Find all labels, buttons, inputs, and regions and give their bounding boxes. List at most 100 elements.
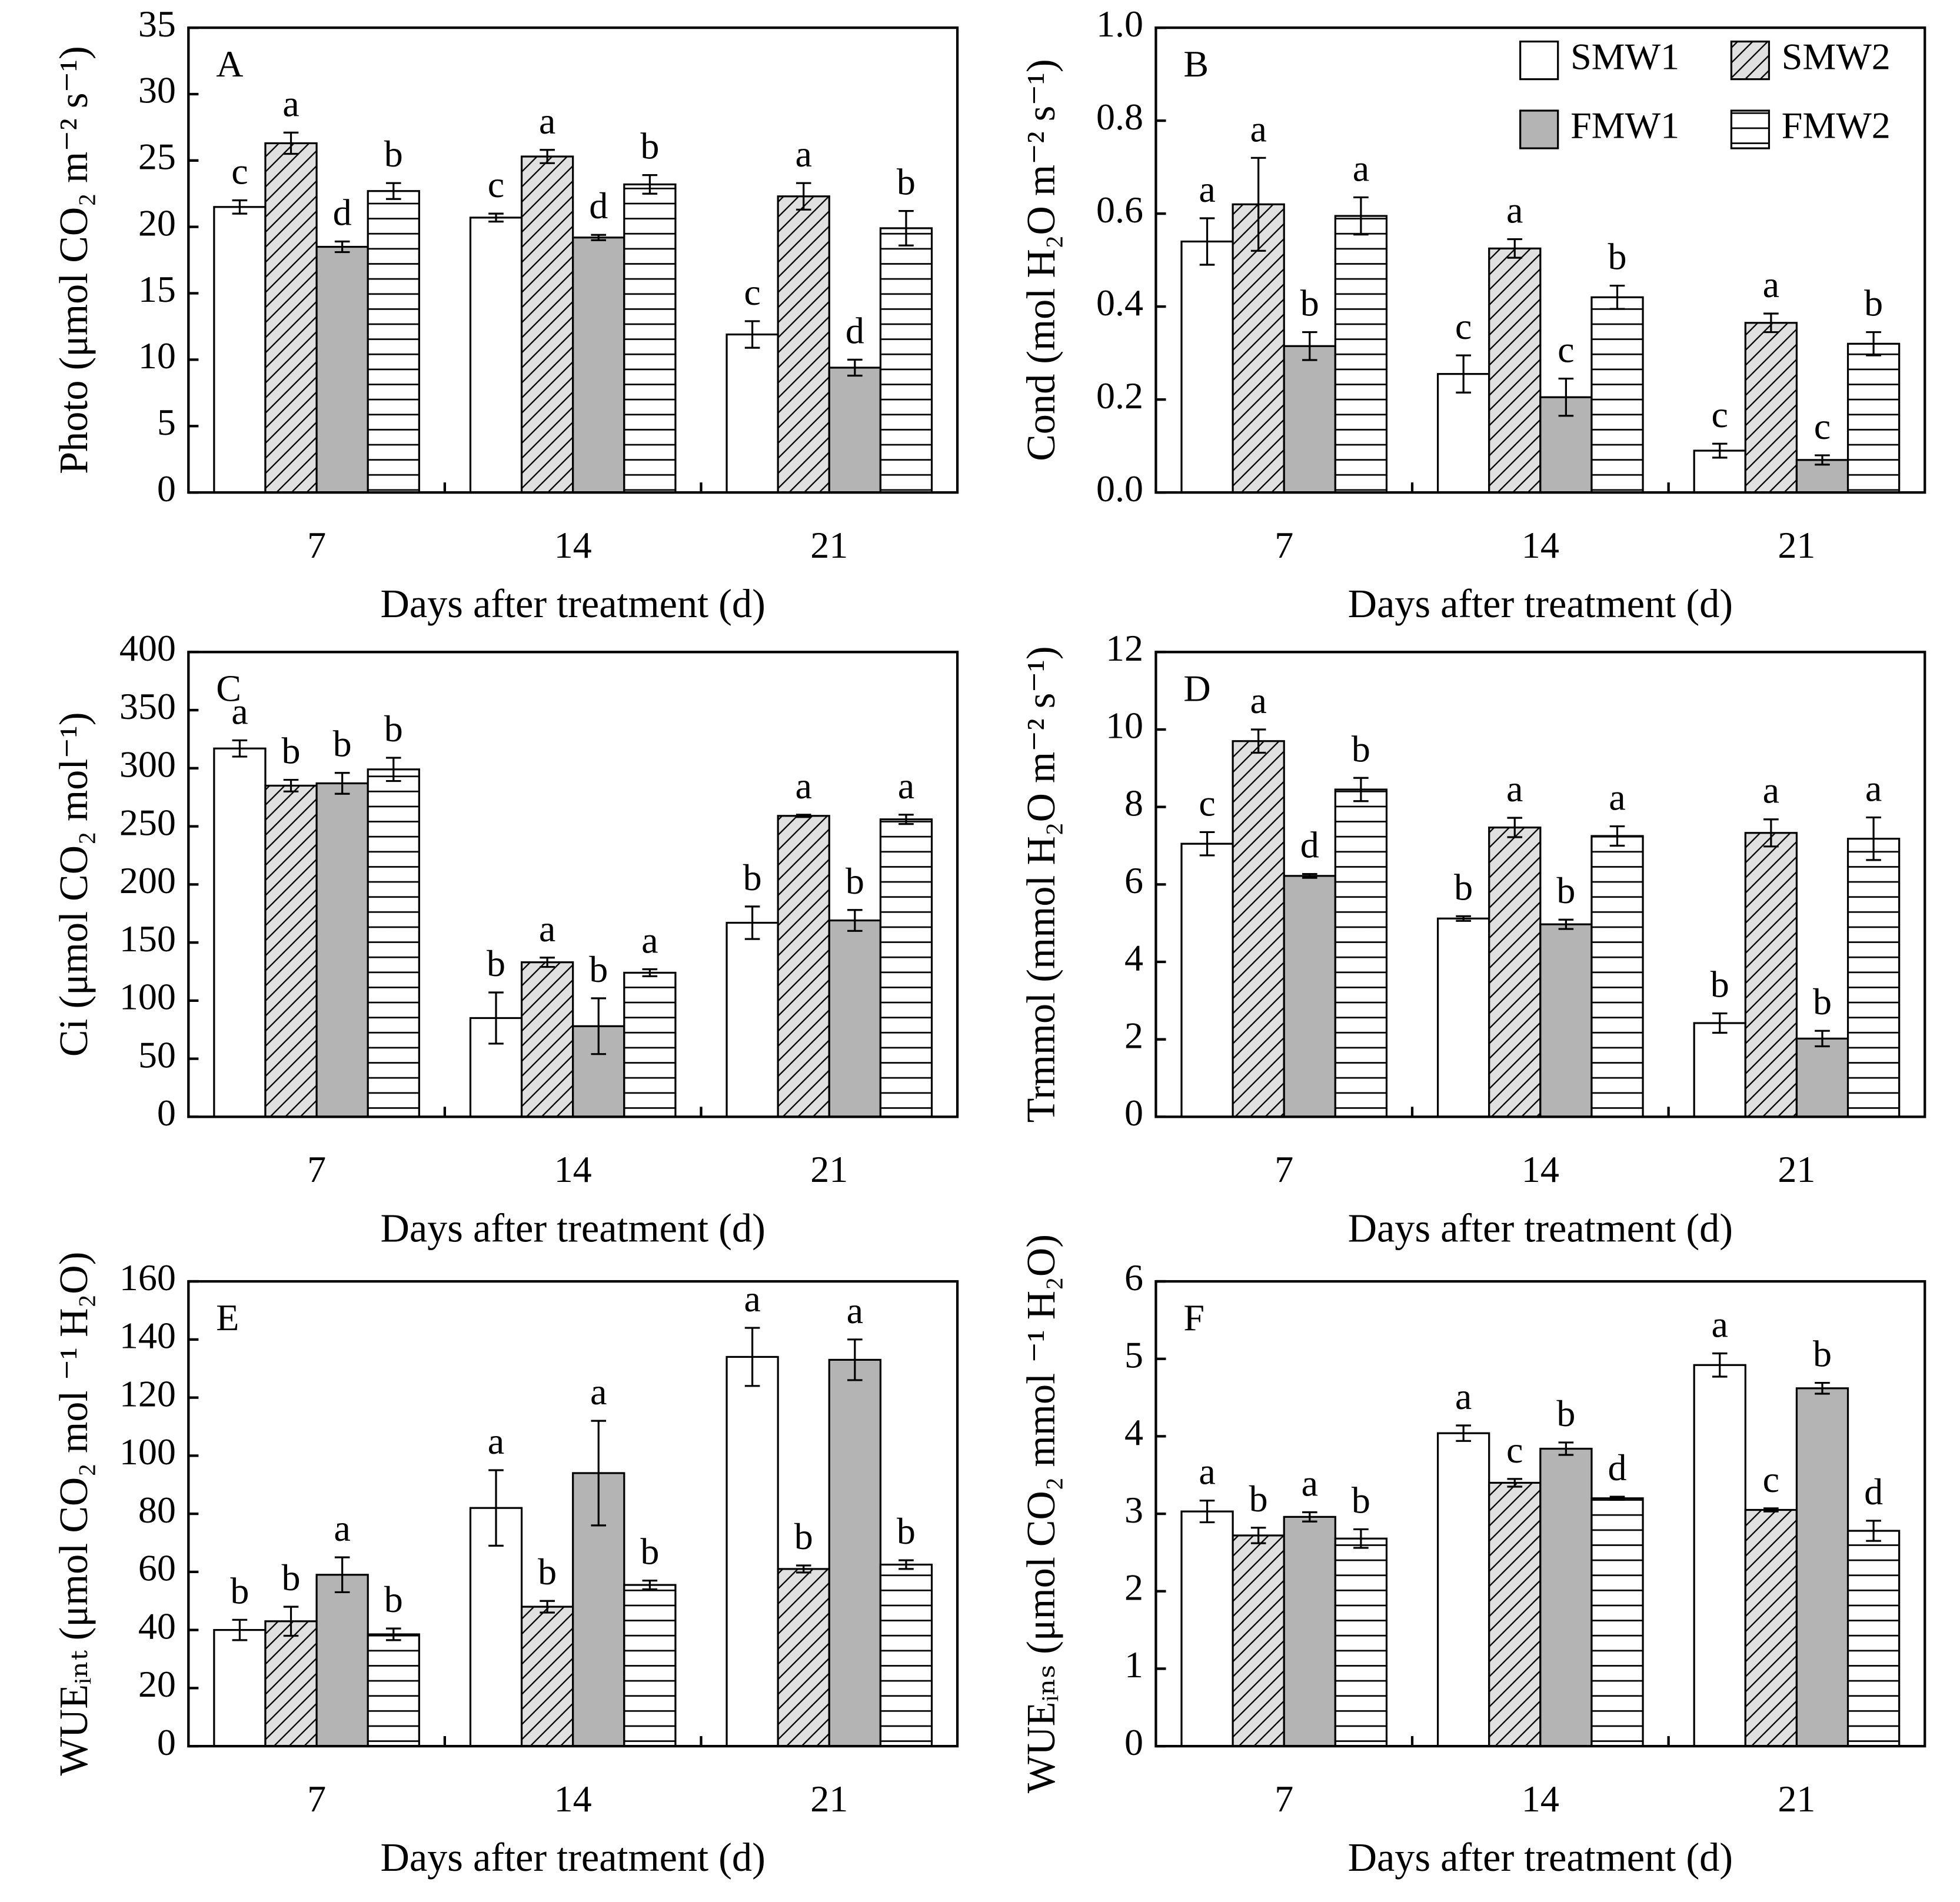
significance-label: b (230, 1570, 249, 1611)
significance-label: a (539, 100, 555, 142)
error-bar (1353, 1528, 1369, 1549)
significance-label: c (744, 271, 760, 313)
plot-frame (187, 651, 959, 1118)
x-tick-label: 7 (307, 1148, 326, 1190)
significance-label: c (1814, 405, 1831, 447)
error-bar (1866, 816, 1881, 861)
bar (469, 216, 523, 494)
bar (1180, 1510, 1234, 1747)
error-bar (385, 1627, 401, 1641)
bar (1334, 215, 1388, 494)
y-tick-label: 3 (1124, 1489, 1143, 1531)
y-tick-label: 10 (138, 335, 176, 377)
y-tick-label: 80 (138, 1489, 176, 1531)
y-tick-label: 140 (119, 1315, 176, 1357)
significance-label: b (384, 708, 403, 750)
error-bar (847, 909, 863, 932)
x-tick-label: 14 (554, 524, 592, 566)
significance-label: c (1763, 1458, 1779, 1500)
significance-label: b (1864, 282, 1883, 324)
y-tick-label: 30 (138, 69, 176, 111)
y-tick-label: 0 (157, 468, 176, 509)
bar (879, 818, 933, 1118)
bar (623, 971, 677, 1118)
significance-label: c (1455, 305, 1472, 347)
y-tick-label: 6 (1124, 1257, 1143, 1298)
significance-label: a (1609, 777, 1625, 818)
bar (1488, 826, 1542, 1118)
legend-swatch (1519, 109, 1559, 149)
error-bar (744, 1327, 760, 1387)
significance-label: a (1865, 767, 1882, 809)
significance-label: b (1813, 981, 1832, 1022)
legend-swatch (1730, 40, 1771, 81)
error-bar (283, 1605, 299, 1637)
y-tick-label: 0 (1124, 1092, 1143, 1134)
error-bar (591, 234, 607, 241)
error-bar (1199, 831, 1215, 857)
error-bar (488, 991, 504, 1045)
significance-label: b (1249, 1478, 1268, 1520)
bar (1436, 917, 1490, 1118)
legend-label: FMW2 (1782, 105, 1891, 146)
y-tick-label: 20 (138, 1663, 176, 1705)
y-tick-label: 0.8 (1096, 96, 1143, 138)
error-bar (744, 320, 760, 349)
significance-label: c (1558, 329, 1574, 371)
x-axis-title: Days after treatment (d) (381, 1205, 766, 1250)
error-bar (540, 957, 555, 968)
significance-label: a (744, 1278, 760, 1320)
significance-label: d (333, 192, 352, 234)
error-bar (1558, 918, 1574, 930)
error-bar (488, 212, 504, 223)
y-tick-label: 0.0 (1096, 468, 1143, 509)
x-tick-label: 21 (810, 524, 848, 566)
error-bar (334, 1556, 350, 1594)
significance-label: b (1300, 282, 1319, 324)
y-tick-label: 400 (119, 627, 176, 669)
bar (1180, 240, 1234, 494)
error-bar (1712, 1352, 1728, 1378)
error-bar (1763, 1507, 1779, 1513)
bar (1283, 875, 1336, 1118)
bar (1744, 322, 1798, 494)
x-tick-label: 21 (1778, 1148, 1815, 1190)
bar (264, 784, 318, 1118)
x-tick-label: 7 (307, 524, 326, 566)
significance-label: b (1813, 1333, 1832, 1375)
significance-label: a (590, 1371, 607, 1413)
significance-label: d (589, 185, 608, 226)
bar (777, 815, 830, 1118)
x-tick-label: 7 (1275, 524, 1293, 566)
significance-label: b (794, 1515, 813, 1557)
significance-label: a (1506, 189, 1523, 231)
y-axis-title: WUEᵢₙₛ (μmol CO₂ mmol ⁻¹ H₂O) (1019, 1234, 1063, 1793)
error-bar (1558, 1441, 1574, 1456)
significance-label: b (1352, 1479, 1370, 1521)
x-axis-title: Days after treatment (d) (1348, 581, 1733, 626)
error-bar (796, 182, 811, 211)
y-tick-label: 10 (1106, 705, 1143, 747)
significance-label: b (487, 942, 505, 984)
x-axis-title: Days after treatment (d) (381, 1835, 766, 1880)
bar (726, 921, 779, 1118)
significance-label: b (1454, 866, 1473, 908)
y-axis-title: Photo (μmol CO₂ m⁻² s⁻¹) (51, 46, 96, 474)
bar (1488, 247, 1542, 494)
significance-label: a (539, 908, 555, 950)
y-axis-title: Ci (μmol CO₂ mol⁻¹) (51, 712, 96, 1057)
error-bar (1353, 777, 1369, 802)
significance-label: c (1712, 394, 1728, 435)
bar (315, 782, 369, 1118)
y-tick-label: 120 (119, 1373, 176, 1414)
significance-label: b (589, 948, 608, 990)
bar (828, 1358, 881, 1747)
significance-label: b (897, 161, 916, 203)
bar (213, 206, 267, 494)
error-bar (796, 814, 811, 818)
y-tick-label: 20 (138, 202, 176, 244)
significance-label: b (282, 730, 301, 772)
significance-label: b (640, 1531, 659, 1573)
bar (264, 142, 318, 494)
